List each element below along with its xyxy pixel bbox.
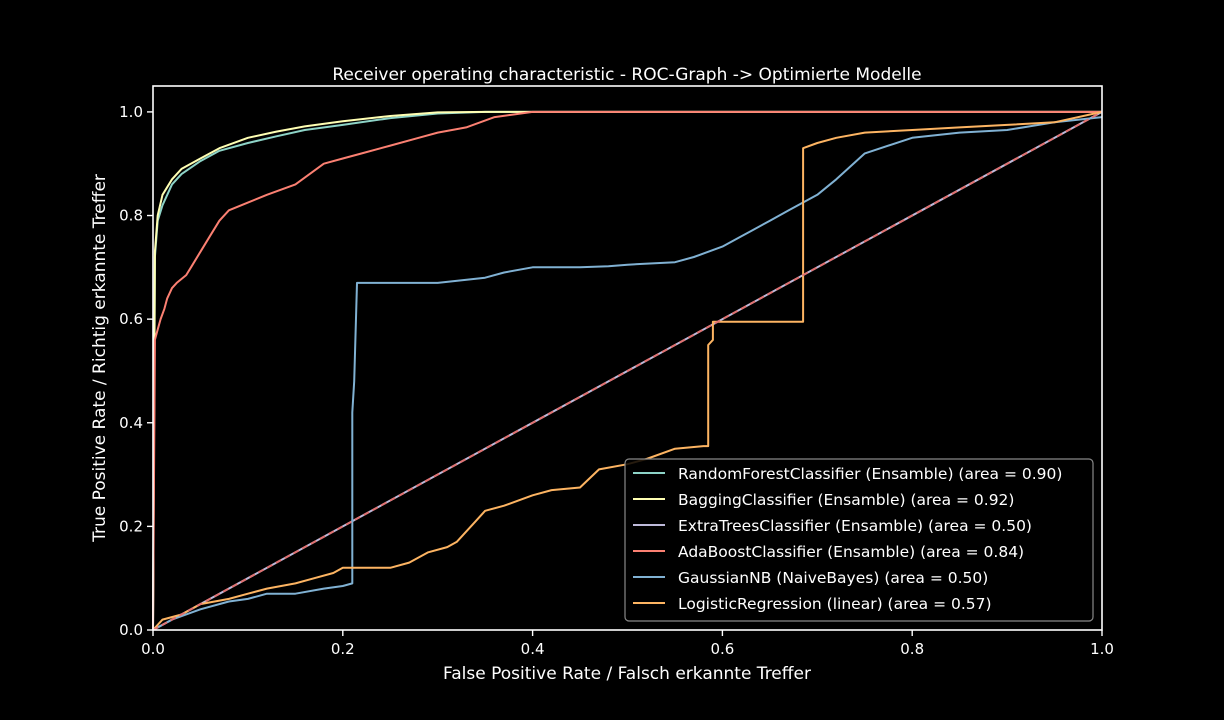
legend-entry: BaggingClassifier (Ensamble) (area = 0.9… xyxy=(678,491,1014,509)
y-tick-label: 0.0 xyxy=(119,621,143,639)
x-tick-label: 0.8 xyxy=(900,640,924,658)
series-layer xyxy=(152,110,1103,631)
x-axis: 0.0 0.2 0.4 0.6 0.8 1.0 xyxy=(141,630,1114,658)
y-tick-label: 0.6 xyxy=(119,310,143,328)
legend-entry: GaussianNB (NaiveBayes) (area = 0.50) xyxy=(678,569,988,587)
legend-entry: RandomForestClassifier (Ensamble) (area … xyxy=(678,465,1062,483)
x-axis-label: False Positive Rate / Falsch erkannte Tr… xyxy=(443,664,811,684)
legend-entry: AdaBoostClassifier (Ensamble) (area = 0.… xyxy=(678,543,1024,561)
legend: RandomForestClassifier (Ensamble) (area … xyxy=(624,458,1094,622)
x-tick-label: 1.0 xyxy=(1090,640,1114,658)
series-line-3 xyxy=(152,110,1102,631)
x-tick-label: 0.4 xyxy=(521,640,545,658)
y-axis: 0.0 0.2 0.4 0.6 0.8 1.0 xyxy=(119,103,153,639)
y-tick-label: 0.2 xyxy=(119,517,143,535)
y-tick-label: 1.0 xyxy=(119,103,143,121)
legend-entry: LogisticRegression (linear) (area = 0.57… xyxy=(678,595,992,613)
y-tick-label: 0.8 xyxy=(119,207,143,225)
y-tick-label: 0.4 xyxy=(119,414,143,432)
x-tick-label: 0.6 xyxy=(710,640,734,658)
x-tick-label: 0.0 xyxy=(141,640,165,658)
series-line-4 xyxy=(152,116,1103,631)
chance-diagonal-line xyxy=(152,111,1103,631)
y-axis-label: True Positive Rate / Richtig erkannte Tr… xyxy=(90,174,110,543)
series-line-5 xyxy=(152,110,1103,631)
legend-entry: ExtraTreesClassifier (Ensamble) (area = … xyxy=(678,517,1032,535)
chart-title: Receiver operating characteristic - ROC-… xyxy=(332,65,921,85)
x-tick-label: 0.2 xyxy=(331,640,355,658)
plot-frame xyxy=(152,85,1103,631)
legend-box xyxy=(624,458,1094,622)
